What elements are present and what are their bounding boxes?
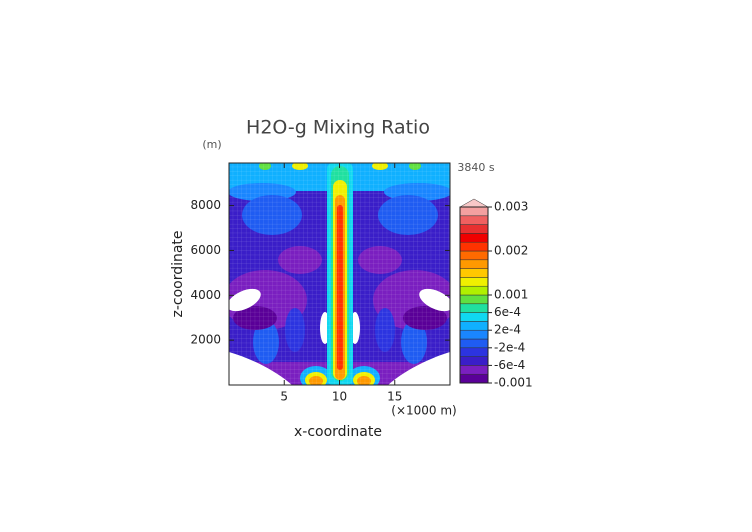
x-tick-label: 5 <box>280 390 288 404</box>
x-tick-label: 10 <box>332 390 347 404</box>
colorbar-bin <box>459 294 489 305</box>
colorbar-bin <box>459 277 489 287</box>
colorbar-bin <box>459 241 489 252</box>
colorbar-bin <box>459 259 489 269</box>
colorbar-tick-label: 6e-4 <box>494 305 521 319</box>
colorbar-bin <box>459 338 489 349</box>
colorbar-bin <box>459 250 489 261</box>
colorbar-tick-label: 0.002 <box>494 244 528 258</box>
y-axis-title: z-coordinate <box>170 230 186 317</box>
colorbar-tick-label: -6e-4 <box>494 358 525 372</box>
colorbar-tick-label: 2e-4 <box>494 323 521 337</box>
colorbar-bin <box>459 215 489 225</box>
contour-field <box>229 163 450 385</box>
colorbar-tick-label: -2e-4 <box>494 340 525 354</box>
colorbar-bin <box>459 312 489 322</box>
y-unit: (m) <box>202 138 221 151</box>
colorbar-bin <box>459 365 489 375</box>
y-tick-label: 2000 <box>190 333 221 347</box>
colorbar-tick-label: -0.001 <box>494 376 533 390</box>
y-tick-label: 6000 <box>190 243 221 257</box>
colorbar-bin <box>459 206 489 217</box>
colorbar-bin <box>459 356 489 366</box>
colorbar-bin <box>459 268 489 278</box>
y-tick-label: 4000 <box>190 288 221 302</box>
colorbar-bin <box>459 303 489 313</box>
colorbar-bin <box>459 224 489 234</box>
x-axis-title: x-coordinate <box>294 424 382 440</box>
colorbar-bin <box>459 347 489 357</box>
colorbar-tick-label: 0.003 <box>494 200 528 214</box>
colorbar-bin <box>459 329 489 340</box>
colorbar-tick-label: 0.001 <box>494 288 528 302</box>
colorbar-extend <box>459 198 489 208</box>
colorbar-bin <box>459 321 489 331</box>
time-label: 3840 s <box>457 161 494 174</box>
y-tick-label: 8000 <box>190 198 221 212</box>
mesh <box>229 163 450 385</box>
x-tick-label: 15 <box>387 390 402 404</box>
chart-title: H2O-g Mixing Ratio <box>246 117 430 139</box>
colorbar-bin <box>459 373 489 384</box>
colorbar-bin <box>459 233 489 243</box>
x-unit: (×1000 m) <box>391 404 456 418</box>
colorbar-bin <box>459 285 489 296</box>
